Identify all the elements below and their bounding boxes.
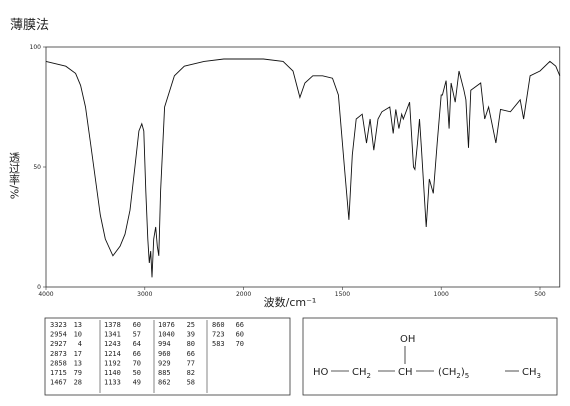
peak-wavenumber: 1715: [50, 369, 67, 377]
x-tick-label: 1000: [434, 291, 449, 298]
formula-text: (CH: [438, 367, 456, 378]
y-tick-label: 0: [37, 284, 41, 291]
peak-wavenumber: 862: [158, 379, 171, 387]
formula-part: (CH2)5: [438, 367, 469, 380]
peak-wavenumber: 1192: [104, 359, 121, 367]
formula-text: CH: [522, 367, 537, 378]
peak-wavenumber: 994: [158, 340, 171, 348]
formula-subscript: 2: [367, 372, 371, 380]
peak-wavenumber: 1467: [50, 379, 67, 387]
formula-part: CH3: [522, 367, 541, 380]
peak-wavenumber: 3323: [50, 321, 67, 329]
formula-close: ): [461, 367, 465, 378]
peak-wavenumber: 885: [158, 369, 171, 377]
formula-part: HO: [313, 367, 329, 378]
peak-wavenumber: 2954: [50, 331, 67, 339]
spectrum-line: [45, 58, 561, 278]
title: 薄膜法: [10, 18, 49, 33]
peak-transmittance: 66: [187, 350, 195, 358]
peak-wavenumber: 1076: [158, 321, 175, 329]
peak-transmittance: 4: [78, 340, 82, 348]
formula-subscript: 5: [465, 372, 469, 380]
formula-subscript: 3: [537, 372, 541, 380]
plot-frame: [45, 46, 561, 288]
substituent: OH: [400, 334, 415, 345]
peak-transmittance: 64: [133, 340, 141, 348]
peak-transmittance: 70: [236, 340, 244, 348]
peak-transmittance: 70: [133, 359, 141, 367]
y-tick-label: 100: [30, 44, 42, 51]
peak-wavenumber: 2858: [50, 359, 67, 367]
peak-transmittance: 57: [133, 331, 141, 339]
peak-transmittance: 13: [74, 321, 82, 329]
peak-transmittance: 17: [74, 350, 82, 358]
peak-wavenumber: 1341: [104, 331, 121, 339]
peak-transmittance: 79: [74, 369, 82, 377]
peak-transmittance: 50: [133, 369, 141, 377]
peak-transmittance: 28: [74, 379, 82, 387]
peak-transmittance: 25: [187, 321, 195, 329]
formula-text: CH: [398, 367, 413, 378]
peak-wavenumber: 583: [212, 340, 225, 348]
peak-transmittance: 39: [187, 331, 195, 339]
formula-subscript: 2: [456, 372, 460, 380]
peak-wavenumber: 1243: [104, 340, 121, 348]
x-tick-label: 1500: [335, 291, 350, 298]
x-tick-label: 500: [534, 291, 546, 298]
peak-wavenumber: 860: [212, 321, 225, 329]
peak-transmittance: 60: [236, 331, 244, 339]
x-tick-label: 2000: [236, 291, 251, 298]
peak-transmittance: 66: [236, 321, 244, 329]
peak-wavenumber: 960: [158, 350, 171, 358]
formula-text: HO: [313, 367, 329, 378]
peak-wavenumber: 929: [158, 359, 171, 367]
peak-transmittance: 13: [74, 359, 82, 367]
x-tick-label: 3000: [137, 291, 152, 298]
x-axis-label: 波数/cm⁻¹: [264, 296, 317, 309]
peak-wavenumber: 1140: [104, 369, 121, 377]
peak-transmittance: 77: [187, 359, 195, 367]
peak-wavenumber: 1133: [104, 379, 121, 387]
peak-wavenumber: 1214: [104, 350, 121, 358]
peak-transmittance: 82: [187, 369, 195, 377]
x-tick-label: 4000: [38, 291, 53, 298]
peak-wavenumber: 2927: [50, 340, 67, 348]
peak-wavenumber: 723: [212, 331, 225, 339]
peak-transmittance: 49: [133, 379, 141, 387]
y-tick-label: 50: [33, 164, 41, 171]
peak-wavenumber: 2873: [50, 350, 67, 358]
peak-wavenumber: 1040: [158, 331, 175, 339]
peak-wavenumber: 1378: [104, 321, 121, 329]
structure-box: [302, 317, 558, 396]
peak-transmittance: 66: [133, 350, 141, 358]
formula-part: CH2: [352, 367, 371, 380]
peak-table-box: [44, 317, 291, 396]
peak-transmittance: 60: [133, 321, 141, 329]
peak-transmittance: 80: [187, 340, 195, 348]
formula-part: CH: [398, 367, 413, 378]
peak-transmittance: 10: [74, 331, 82, 339]
peak-transmittance: 58: [187, 379, 195, 387]
formula-text: CH: [352, 367, 367, 378]
y-axis-label: 透过率/%: [8, 152, 21, 199]
